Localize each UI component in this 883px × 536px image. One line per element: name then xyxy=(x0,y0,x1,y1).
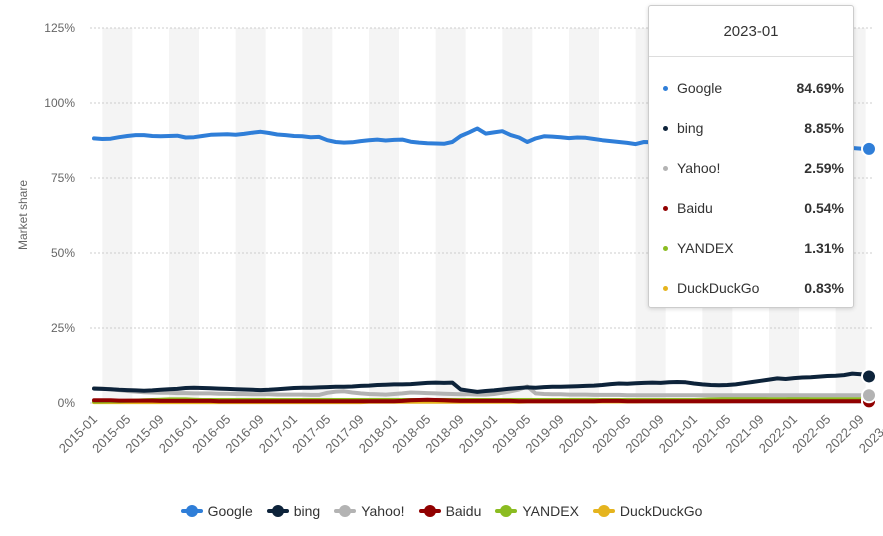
background-band xyxy=(235,28,266,403)
tooltip-row: Yahoo! 2.59% xyxy=(649,158,855,178)
alternating-bands xyxy=(102,28,866,403)
tooltip-row: Google 84.69% xyxy=(649,78,855,98)
tooltip-series-name: Yahoo! xyxy=(677,160,721,176)
tooltip-series-name: Baidu xyxy=(677,200,713,216)
legend-label: Baidu xyxy=(445,503,482,519)
tooltip-series-name: YANDEX xyxy=(677,240,734,256)
legend-label: Yahoo! xyxy=(361,503,405,519)
background-band xyxy=(169,28,199,403)
y-tick-label: 0% xyxy=(58,396,76,410)
tooltip-series-name: DuckDuckGo xyxy=(677,280,760,296)
tooltip-series-value: 0.83% xyxy=(804,280,844,296)
background-band xyxy=(102,28,133,403)
background-band xyxy=(302,28,333,403)
series-lines[interactable] xyxy=(92,126,871,405)
tooltip-title: 2023-01 xyxy=(649,6,853,57)
background-band xyxy=(502,28,533,403)
background-band xyxy=(369,28,399,403)
tooltip-series-value: 1.31% xyxy=(804,240,844,256)
legend-item-bing[interactable]: bing xyxy=(266,503,321,519)
series-line-baidu[interactable] xyxy=(92,397,871,404)
tooltip-series-value: 0.54% xyxy=(804,200,844,216)
y-axis-ticks: 125% 100% 75% 50% 25% 0% xyxy=(44,21,75,410)
end-marker-google xyxy=(861,140,877,157)
legend-line-icon xyxy=(334,505,357,517)
legend: Google bing Yahoo! Baidu YANDEX DuckDuckGo xyxy=(0,503,883,519)
bullet-icon xyxy=(663,85,668,91)
tooltip-row: bing 8.85% xyxy=(649,118,855,138)
legend-line-icon xyxy=(180,505,203,517)
bullet-icon xyxy=(663,285,668,291)
legend-label: bing xyxy=(293,503,321,519)
legend-line-icon xyxy=(266,505,289,517)
legend-label: YANDEX xyxy=(522,503,579,519)
tooltip-series-name: bing xyxy=(677,120,704,136)
bullet-icon xyxy=(663,205,668,211)
legend-item-yandex[interactable]: YANDEX xyxy=(495,503,579,519)
legend-line-icon xyxy=(495,505,518,517)
y-tick-label: 100% xyxy=(44,96,75,110)
series-line-bing[interactable] xyxy=(92,371,871,394)
x-axis-ticks: 2015-012015-052015-092016-012016-052016-… xyxy=(56,412,883,456)
tooltip-series-value: 2.59% xyxy=(804,160,844,176)
legend-label: DuckDuckGo xyxy=(619,503,703,519)
background-band xyxy=(569,28,599,403)
y-tick-label: 125% xyxy=(44,21,75,35)
y-axis-title: Market share xyxy=(16,180,30,250)
legend-line-icon xyxy=(592,505,615,517)
legend-item-yahoo[interactable]: Yahoo! xyxy=(334,503,405,519)
tooltip-series-name: Google xyxy=(677,80,723,96)
legend-label: Google xyxy=(207,503,253,519)
end-markers xyxy=(861,140,877,410)
tooltip-row: DuckDuckGo 0.83% xyxy=(649,278,855,298)
y-tick-label: 75% xyxy=(51,171,75,185)
legend-item-baidu[interactable]: Baidu xyxy=(418,503,482,519)
tooltip-row: Baidu 0.54% xyxy=(649,198,855,218)
legend-item-duckduckgo[interactable]: DuckDuckGo xyxy=(592,503,703,519)
background-band xyxy=(435,28,466,403)
tooltip-row: YANDEX 1.31% xyxy=(649,238,855,258)
bullet-icon xyxy=(663,245,668,251)
tooltip-series-value: 84.69% xyxy=(796,80,844,96)
bullet-icon xyxy=(663,125,668,131)
series-line-yahoo[interactable] xyxy=(92,384,871,398)
bullet-icon xyxy=(663,165,668,171)
end-marker-yahoo xyxy=(861,387,877,404)
tooltip: 2023-01 Google 84.69% bing 8.85% Yahoo! 2.59%… xyxy=(648,5,854,308)
tooltip-series-value: 8.85% xyxy=(804,120,844,136)
legend-line-icon xyxy=(418,505,441,517)
end-marker-bing xyxy=(861,368,877,385)
legend-item-google[interactable]: Google xyxy=(180,503,253,519)
y-tick-label: 25% xyxy=(51,321,75,335)
y-tick-label: 50% xyxy=(51,246,75,260)
